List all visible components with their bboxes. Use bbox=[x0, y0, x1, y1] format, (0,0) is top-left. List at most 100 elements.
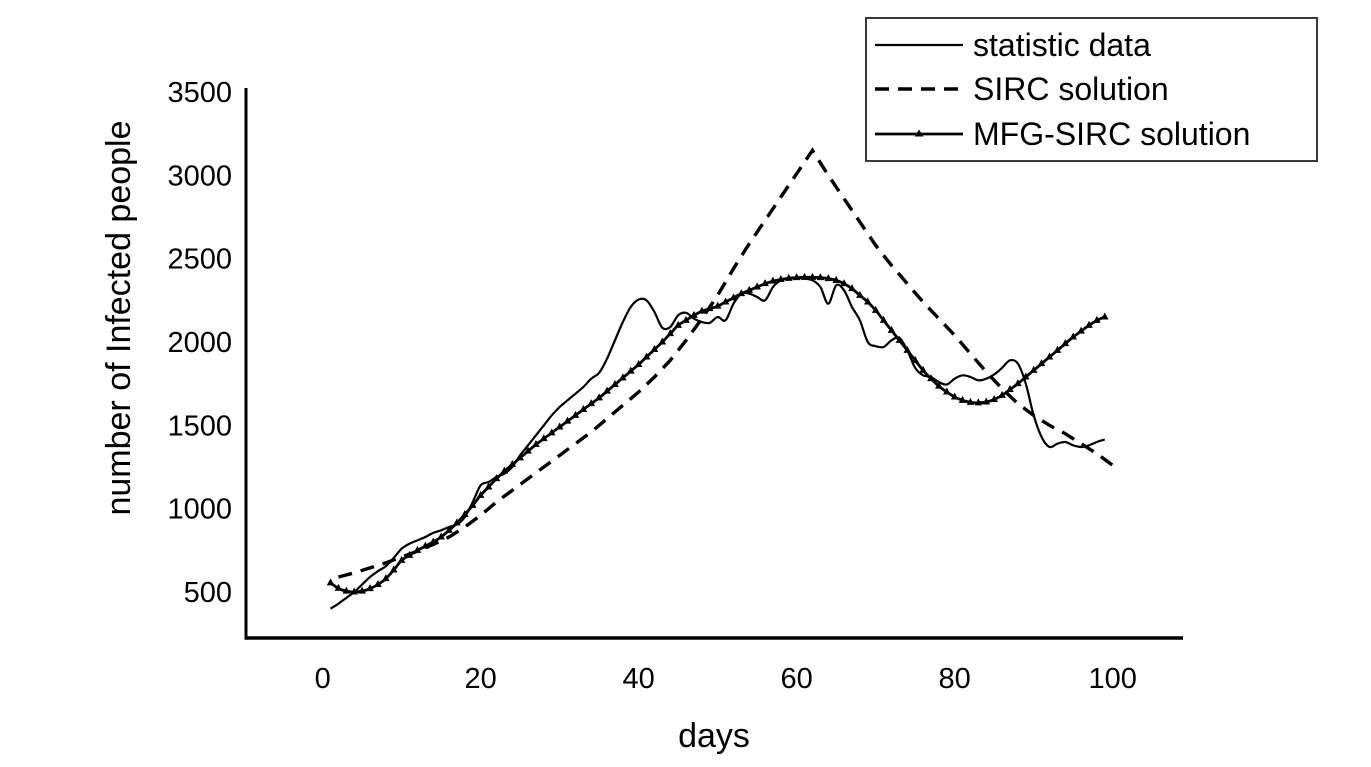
statistic-data-line bbox=[329, 276, 1106, 610]
triangle-marker bbox=[389, 565, 398, 573]
triangle-marker bbox=[1037, 359, 1046, 367]
triangle-marker bbox=[698, 306, 706, 314]
triangle-marker bbox=[1077, 326, 1085, 334]
triangle-marker bbox=[824, 274, 833, 282]
triangle-marker bbox=[492, 474, 501, 482]
triangle-marker bbox=[887, 325, 896, 333]
triangle-marker bbox=[500, 466, 509, 474]
legend-label: SIRC solution bbox=[973, 71, 1169, 108]
triangle-marker bbox=[1093, 315, 1101, 323]
y-axis-title: number of Infected people bbox=[100, 120, 138, 515]
triangle-marker bbox=[721, 297, 730, 305]
triangle-marker bbox=[326, 578, 335, 586]
y-tick-label: 2000 bbox=[167, 327, 232, 359]
y-tick-label: 500 bbox=[184, 577, 232, 609]
x-tick-label: 0 bbox=[315, 663, 331, 695]
triangle-marker bbox=[429, 537, 438, 545]
triangle-marker bbox=[800, 272, 809, 280]
legend-item-mfg-sirc-solution: MFG-SIRC solution bbox=[873, 112, 1316, 156]
x-tick-label: 100 bbox=[1088, 663, 1136, 695]
triangle-marker bbox=[634, 360, 643, 367]
triangle-marker bbox=[990, 395, 998, 402]
triangle-marker bbox=[792, 273, 801, 281]
x-tick-label: 40 bbox=[623, 663, 655, 695]
triangle-marker bbox=[840, 279, 848, 287]
triangle-marker bbox=[856, 290, 864, 298]
triangle-marker bbox=[666, 329, 675, 337]
legend-item-statistic-data: statistic data bbox=[873, 23, 1316, 67]
y-tick-label: 2500 bbox=[167, 244, 232, 276]
triangle-marker bbox=[911, 355, 919, 363]
triangle-marker bbox=[397, 555, 406, 563]
triangle-marker bbox=[1069, 332, 1077, 340]
triangle-marker bbox=[682, 315, 690, 323]
triangle-marker bbox=[453, 518, 461, 526]
y-tick-label: 3500 bbox=[167, 77, 232, 109]
triangle-marker bbox=[547, 428, 556, 436]
legend-label: statistic data bbox=[973, 27, 1151, 64]
triangle-marker bbox=[1006, 385, 1014, 392]
triangle-marker bbox=[476, 490, 485, 498]
x-tick-label: 60 bbox=[781, 663, 813, 695]
triangle-marker bbox=[1014, 379, 1022, 387]
triangle-marker bbox=[358, 586, 366, 594]
triangle-marker bbox=[374, 580, 382, 587]
triangle-marker bbox=[982, 397, 991, 405]
y-tick-label: 1000 bbox=[167, 494, 232, 526]
triangle-marker bbox=[871, 305, 880, 313]
triangle-marker bbox=[1061, 339, 1070, 347]
triangle-marker bbox=[998, 390, 1006, 398]
triangle-marker bbox=[966, 397, 975, 405]
marker-line-sample-icon bbox=[875, 129, 963, 137]
y-axis-tick-labels: 500 1000 1500 2000 2500 3000 3500 bbox=[167, 77, 232, 609]
triangle-marker bbox=[950, 392, 959, 400]
triangle-marker bbox=[816, 273, 825, 281]
legend-box: statistic data SIRC solution MFG-SIRC so… bbox=[865, 17, 1318, 162]
x-axis-tick-labels: 0 20 40 60 80 100 bbox=[315, 663, 1137, 695]
triangle-marker bbox=[595, 393, 603, 401]
triangle-marker bbox=[563, 416, 572, 424]
triangle-marker bbox=[848, 284, 856, 292]
dashed-line-sample-icon bbox=[875, 87, 963, 92]
triangle-marker bbox=[579, 405, 588, 412]
triangle-marker bbox=[524, 446, 532, 454]
solid-line-sample-icon bbox=[875, 44, 963, 47]
triangle-marker bbox=[690, 310, 698, 318]
triangle-marker bbox=[484, 482, 493, 490]
triangle-marker bbox=[935, 381, 943, 389]
triangle-marker bbox=[658, 337, 667, 345]
x-tick-label: 80 bbox=[939, 663, 971, 695]
triangle-marker bbox=[808, 272, 817, 280]
triangle-marker bbox=[421, 541, 430, 549]
triangle-marker bbox=[619, 373, 627, 381]
triangle-marker bbox=[382, 574, 390, 582]
triangle-marker bbox=[461, 510, 469, 517]
triangle-marker bbox=[705, 304, 714, 312]
triangle-marker bbox=[737, 289, 746, 297]
triangle-marker bbox=[540, 434, 548, 442]
y-tick-label: 3000 bbox=[167, 160, 232, 192]
triangle-marker bbox=[611, 380, 619, 387]
triangle-marker bbox=[674, 320, 682, 328]
triangle-marker bbox=[895, 335, 904, 343]
triangle-marker bbox=[1021, 372, 1030, 380]
triangle-marker bbox=[587, 399, 596, 407]
sirc-solution-line bbox=[338, 147, 1114, 579]
triangle-marker bbox=[784, 273, 793, 281]
triangle-marker bbox=[863, 297, 872, 305]
triangle-marker bbox=[555, 422, 564, 430]
triangle-marker bbox=[334, 583, 343, 591]
triangle-marker bbox=[1053, 345, 1062, 353]
triangle-marker bbox=[958, 395, 967, 403]
x-tick-label: 20 bbox=[465, 663, 497, 695]
triangle-marker bbox=[642, 352, 651, 360]
triangle-marker bbox=[919, 365, 927, 373]
triangle-marker bbox=[437, 532, 445, 540]
triangle-marker bbox=[769, 276, 777, 284]
x-axis-title: days bbox=[678, 717, 750, 755]
mfg-sirc-triangle-markers bbox=[326, 272, 1109, 595]
triangle-marker bbox=[571, 410, 580, 418]
triangle-marker bbox=[903, 345, 912, 353]
